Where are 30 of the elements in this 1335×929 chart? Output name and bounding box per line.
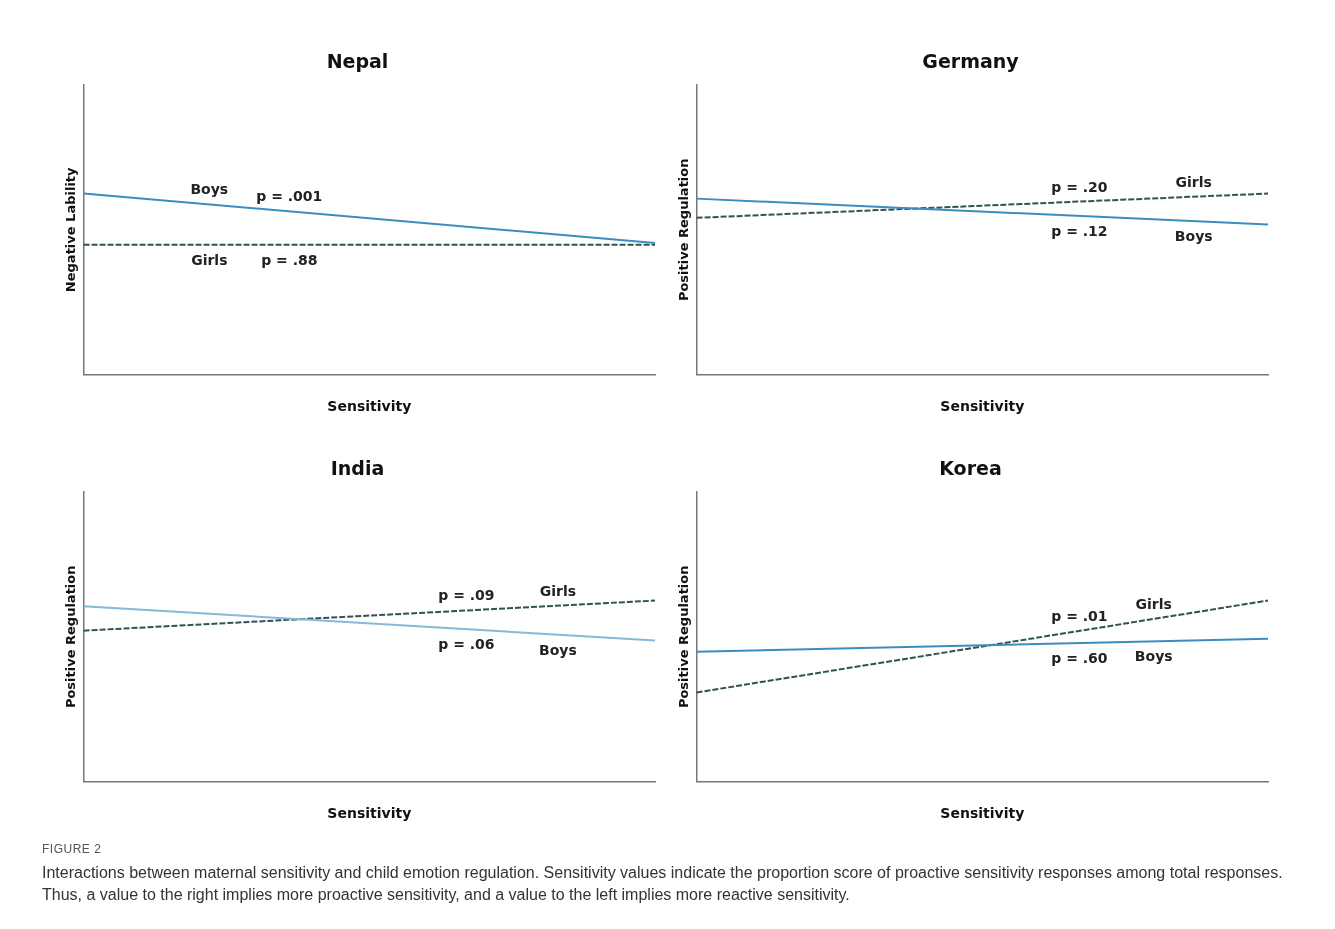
annotation: p = .001 xyxy=(256,188,323,205)
series-label: Girls xyxy=(1175,173,1212,190)
text: Interactions between maternal sensitivity and child emotion regulation. Sensitivity values indicate the proportion score of proactive sensitivity responses among total responses. Thus, a value to the right implies more proactive sensitivity, and a value to the left implies more reactive sensitivity. xyxy=(42,863,1284,905)
series-label: Boys xyxy=(1174,228,1213,245)
chart-title: Germany xyxy=(922,50,1020,73)
series-label: Girls xyxy=(539,582,577,599)
x-axis-title: Sensitivity xyxy=(327,398,412,415)
annotation: p = .06 xyxy=(438,636,495,653)
y-axis-title: Positive Regulation xyxy=(63,565,79,709)
series-label: Girls xyxy=(1135,595,1172,612)
annotation: p = .88 xyxy=(261,251,318,268)
annotation: p = .60 xyxy=(1051,650,1108,667)
annotation: p = .12 xyxy=(1051,222,1108,239)
chart-title: Nepal xyxy=(326,50,389,73)
x-axis-title: Sensitivity xyxy=(940,398,1025,415)
y-axis-title: Negative Lability xyxy=(63,166,79,293)
annotation: p = .20 xyxy=(1051,178,1108,195)
series-label: Girls xyxy=(191,251,228,268)
annotation: p = .01 xyxy=(1051,607,1108,624)
chart-title: Korea xyxy=(939,457,1002,480)
text: FIGURE 2 xyxy=(42,842,103,856)
annotation: p = .09 xyxy=(438,587,495,604)
y-axis-title: Positive Regulation xyxy=(676,158,692,302)
x-axis-title: Sensitivity xyxy=(940,805,1025,822)
series-label: Boys xyxy=(538,641,577,658)
x-axis-title: Sensitivity xyxy=(327,805,412,822)
chart-title: India xyxy=(330,457,385,480)
y-axis-title: Positive Regulation xyxy=(676,565,692,709)
series-label: Boys xyxy=(1134,648,1173,665)
series-label: Boys xyxy=(190,181,229,198)
